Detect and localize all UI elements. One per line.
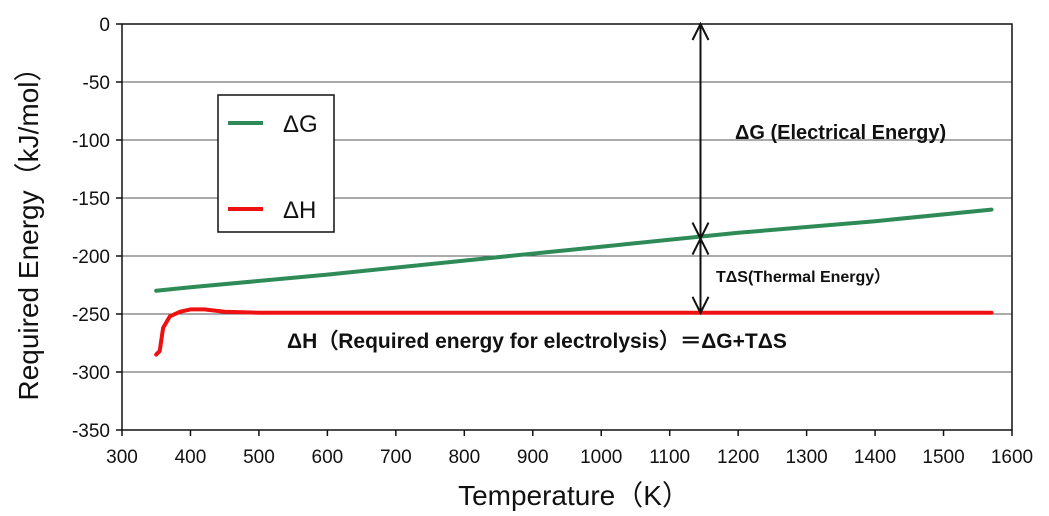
x-tick-label: 700 <box>380 447 412 468</box>
y-tick-label: -100 <box>72 131 110 152</box>
legend-label-dh: ΔH <box>283 197 316 224</box>
x-axis-ticks: 300 400 500 600 700 800 900 1000 1100 1200 1300 140… <box>106 430 1033 468</box>
y-tick-label: -250 <box>72 305 110 326</box>
x-tick-label: 600 <box>312 447 344 468</box>
y-tick-label: -200 <box>72 247 110 268</box>
tds-annotation: TΔS(Thermal Energy） <box>716 268 890 286</box>
x-tick-label: 800 <box>448 447 480 468</box>
x-tick-label: 400 <box>175 447 207 468</box>
y-axis-title: Required Energy（kJ/mol） <box>13 53 44 400</box>
tds-arrow <box>691 236 710 316</box>
x-axis-title: Temperature（K） <box>458 480 690 511</box>
x-tick-label: 1600 <box>991 447 1033 468</box>
x-tick-label: 1100 <box>649 447 690 468</box>
x-tick-label: 500 <box>243 447 275 468</box>
x-tick-label: 300 <box>106 447 138 468</box>
x-tick-label: 900 <box>517 447 549 468</box>
y-axis-ticks: 0 -50 -100 -150 -200 -250 -300 -350 <box>72 15 122 442</box>
x-tick-label: 1200 <box>717 447 759 468</box>
tds-arrow-head-top <box>691 236 710 256</box>
dh-annotation: ΔH（Required energy for electrolysis）＝ΔG+… <box>287 329 787 353</box>
series-line-0 <box>154 207 994 293</box>
annotation-arrows <box>691 21 710 316</box>
series-layer <box>154 207 994 357</box>
plot-frame <box>121 23 1013 431</box>
dg-arrow <box>691 21 710 241</box>
y-tick-label: 0 <box>99 15 110 36</box>
x-tick-label: 1400 <box>854 447 896 468</box>
dg-arrow-head-top <box>691 21 710 41</box>
legend: ΔG ΔH <box>217 94 335 233</box>
x-tick-label: 1300 <box>785 447 827 468</box>
dg-annotation: ΔG (Electrical Energy) <box>735 122 946 144</box>
y-tick-label: -300 <box>72 363 110 384</box>
tds-arrow-head-bottom <box>691 296 710 316</box>
x-tick-label: 1000 <box>580 447 622 468</box>
y-tick-label: -350 <box>72 421 110 442</box>
y-tick-label: -150 <box>72 189 110 210</box>
legend-label-dg: ΔG <box>283 111 318 138</box>
y-tick-label: -50 <box>83 73 110 94</box>
x-tick-label: 1500 <box>922 447 964 468</box>
series-line-1 <box>154 307 994 357</box>
